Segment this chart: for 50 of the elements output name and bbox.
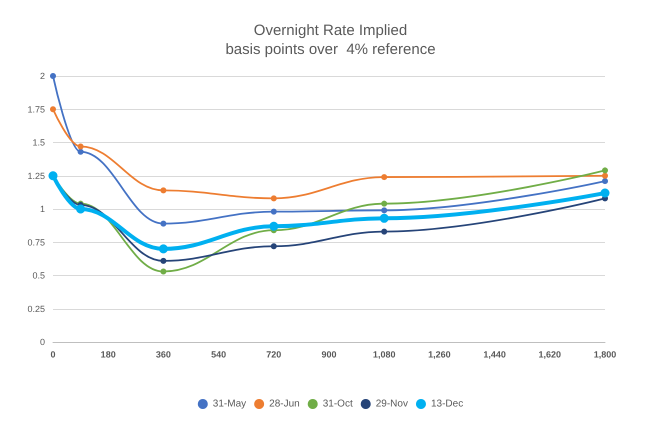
point [381,228,388,235]
point [158,244,168,254]
y-tick-label: 1.75 [27,104,45,114]
x-tick-label: 0 [50,350,56,360]
legend-label: 31-May [212,398,246,410]
point [600,188,610,198]
point [269,222,278,231]
point [160,258,166,264]
legend-label: 13-Dec [430,398,464,410]
x-tick-label: 180 [100,350,116,360]
x-tick-label: 360 [156,350,171,360]
point [160,268,166,275]
point [602,178,608,184]
x-tick-label: 720 [266,350,282,360]
y-tick-label: 0.75 [27,237,45,248]
point [50,106,56,112]
point [76,204,86,214]
y-tick-label: 1 [40,204,45,214]
x-tick-label: 1,440 [483,350,506,360]
point [270,195,277,202]
point [602,172,608,179]
y-tick-label: 2 [40,71,45,81]
x-tick-label: 900 [321,350,337,360]
legend-label: 31-Oct [322,398,353,410]
x-tick-label: 1,080 [372,350,396,360]
point [78,143,84,150]
legend-label: 28-Jun [269,398,300,410]
point [381,207,388,214]
point [160,220,166,227]
point [270,243,277,250]
x-tick-label: 1,800 [594,350,616,360]
y-tick-label: 1.25 [27,170,45,181]
y-tick-label: 0 [40,337,45,347]
point [381,200,388,207]
point [50,73,56,79]
point [381,174,388,180]
point [160,187,166,194]
chart-title: Overnight Rate Implied [254,22,408,39]
point [78,148,84,155]
y-tick-label: 1.5 [32,138,45,148]
legend-label: 29-Nov [376,398,408,410]
x-tick-label: 1,260 [428,350,451,360]
point [602,167,608,174]
y-tick-label: 0.25 [27,304,45,314]
y-tick-label: 0.5 [32,270,45,280]
x-tick-label: 540 [211,350,226,360]
point [380,214,389,223]
point [270,208,277,215]
x-tick-label: 1,620 [538,350,562,360]
chart-subtitle: basis points over 4% reference [225,41,436,58]
